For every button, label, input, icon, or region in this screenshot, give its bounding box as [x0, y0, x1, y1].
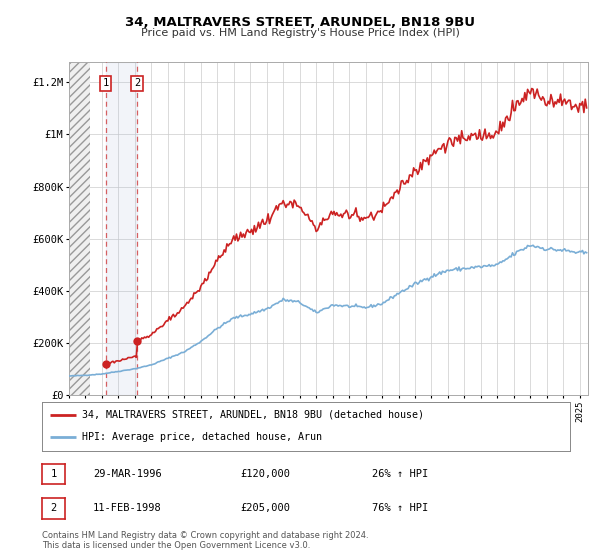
- Text: 1: 1: [103, 78, 109, 88]
- Text: HPI: Average price, detached house, Arun: HPI: Average price, detached house, Arun: [82, 432, 322, 442]
- Text: Contains HM Land Registry data © Crown copyright and database right 2024.
This d: Contains HM Land Registry data © Crown c…: [42, 531, 368, 550]
- Text: 26% ↑ HPI: 26% ↑ HPI: [372, 469, 428, 479]
- Text: 11-FEB-1998: 11-FEB-1998: [93, 503, 162, 514]
- Text: 76% ↑ HPI: 76% ↑ HPI: [372, 503, 428, 514]
- Bar: [69, 62, 89, 395]
- Text: £205,000: £205,000: [240, 503, 290, 514]
- Text: 29-MAR-1996: 29-MAR-1996: [93, 469, 162, 479]
- Text: 34, MALTRAVERS STREET, ARUNDEL, BN18 9BU: 34, MALTRAVERS STREET, ARUNDEL, BN18 9BU: [125, 16, 475, 29]
- Text: 2: 2: [134, 78, 140, 88]
- Text: Price paid vs. HM Land Registry's House Price Index (HPI): Price paid vs. HM Land Registry's House …: [140, 28, 460, 38]
- Bar: [106, 62, 137, 395]
- Text: 1: 1: [50, 469, 56, 479]
- Text: 2: 2: [50, 503, 56, 514]
- Text: 34, MALTRAVERS STREET, ARUNDEL, BN18 9BU (detached house): 34, MALTRAVERS STREET, ARUNDEL, BN18 9BU…: [82, 410, 424, 420]
- Text: £120,000: £120,000: [240, 469, 290, 479]
